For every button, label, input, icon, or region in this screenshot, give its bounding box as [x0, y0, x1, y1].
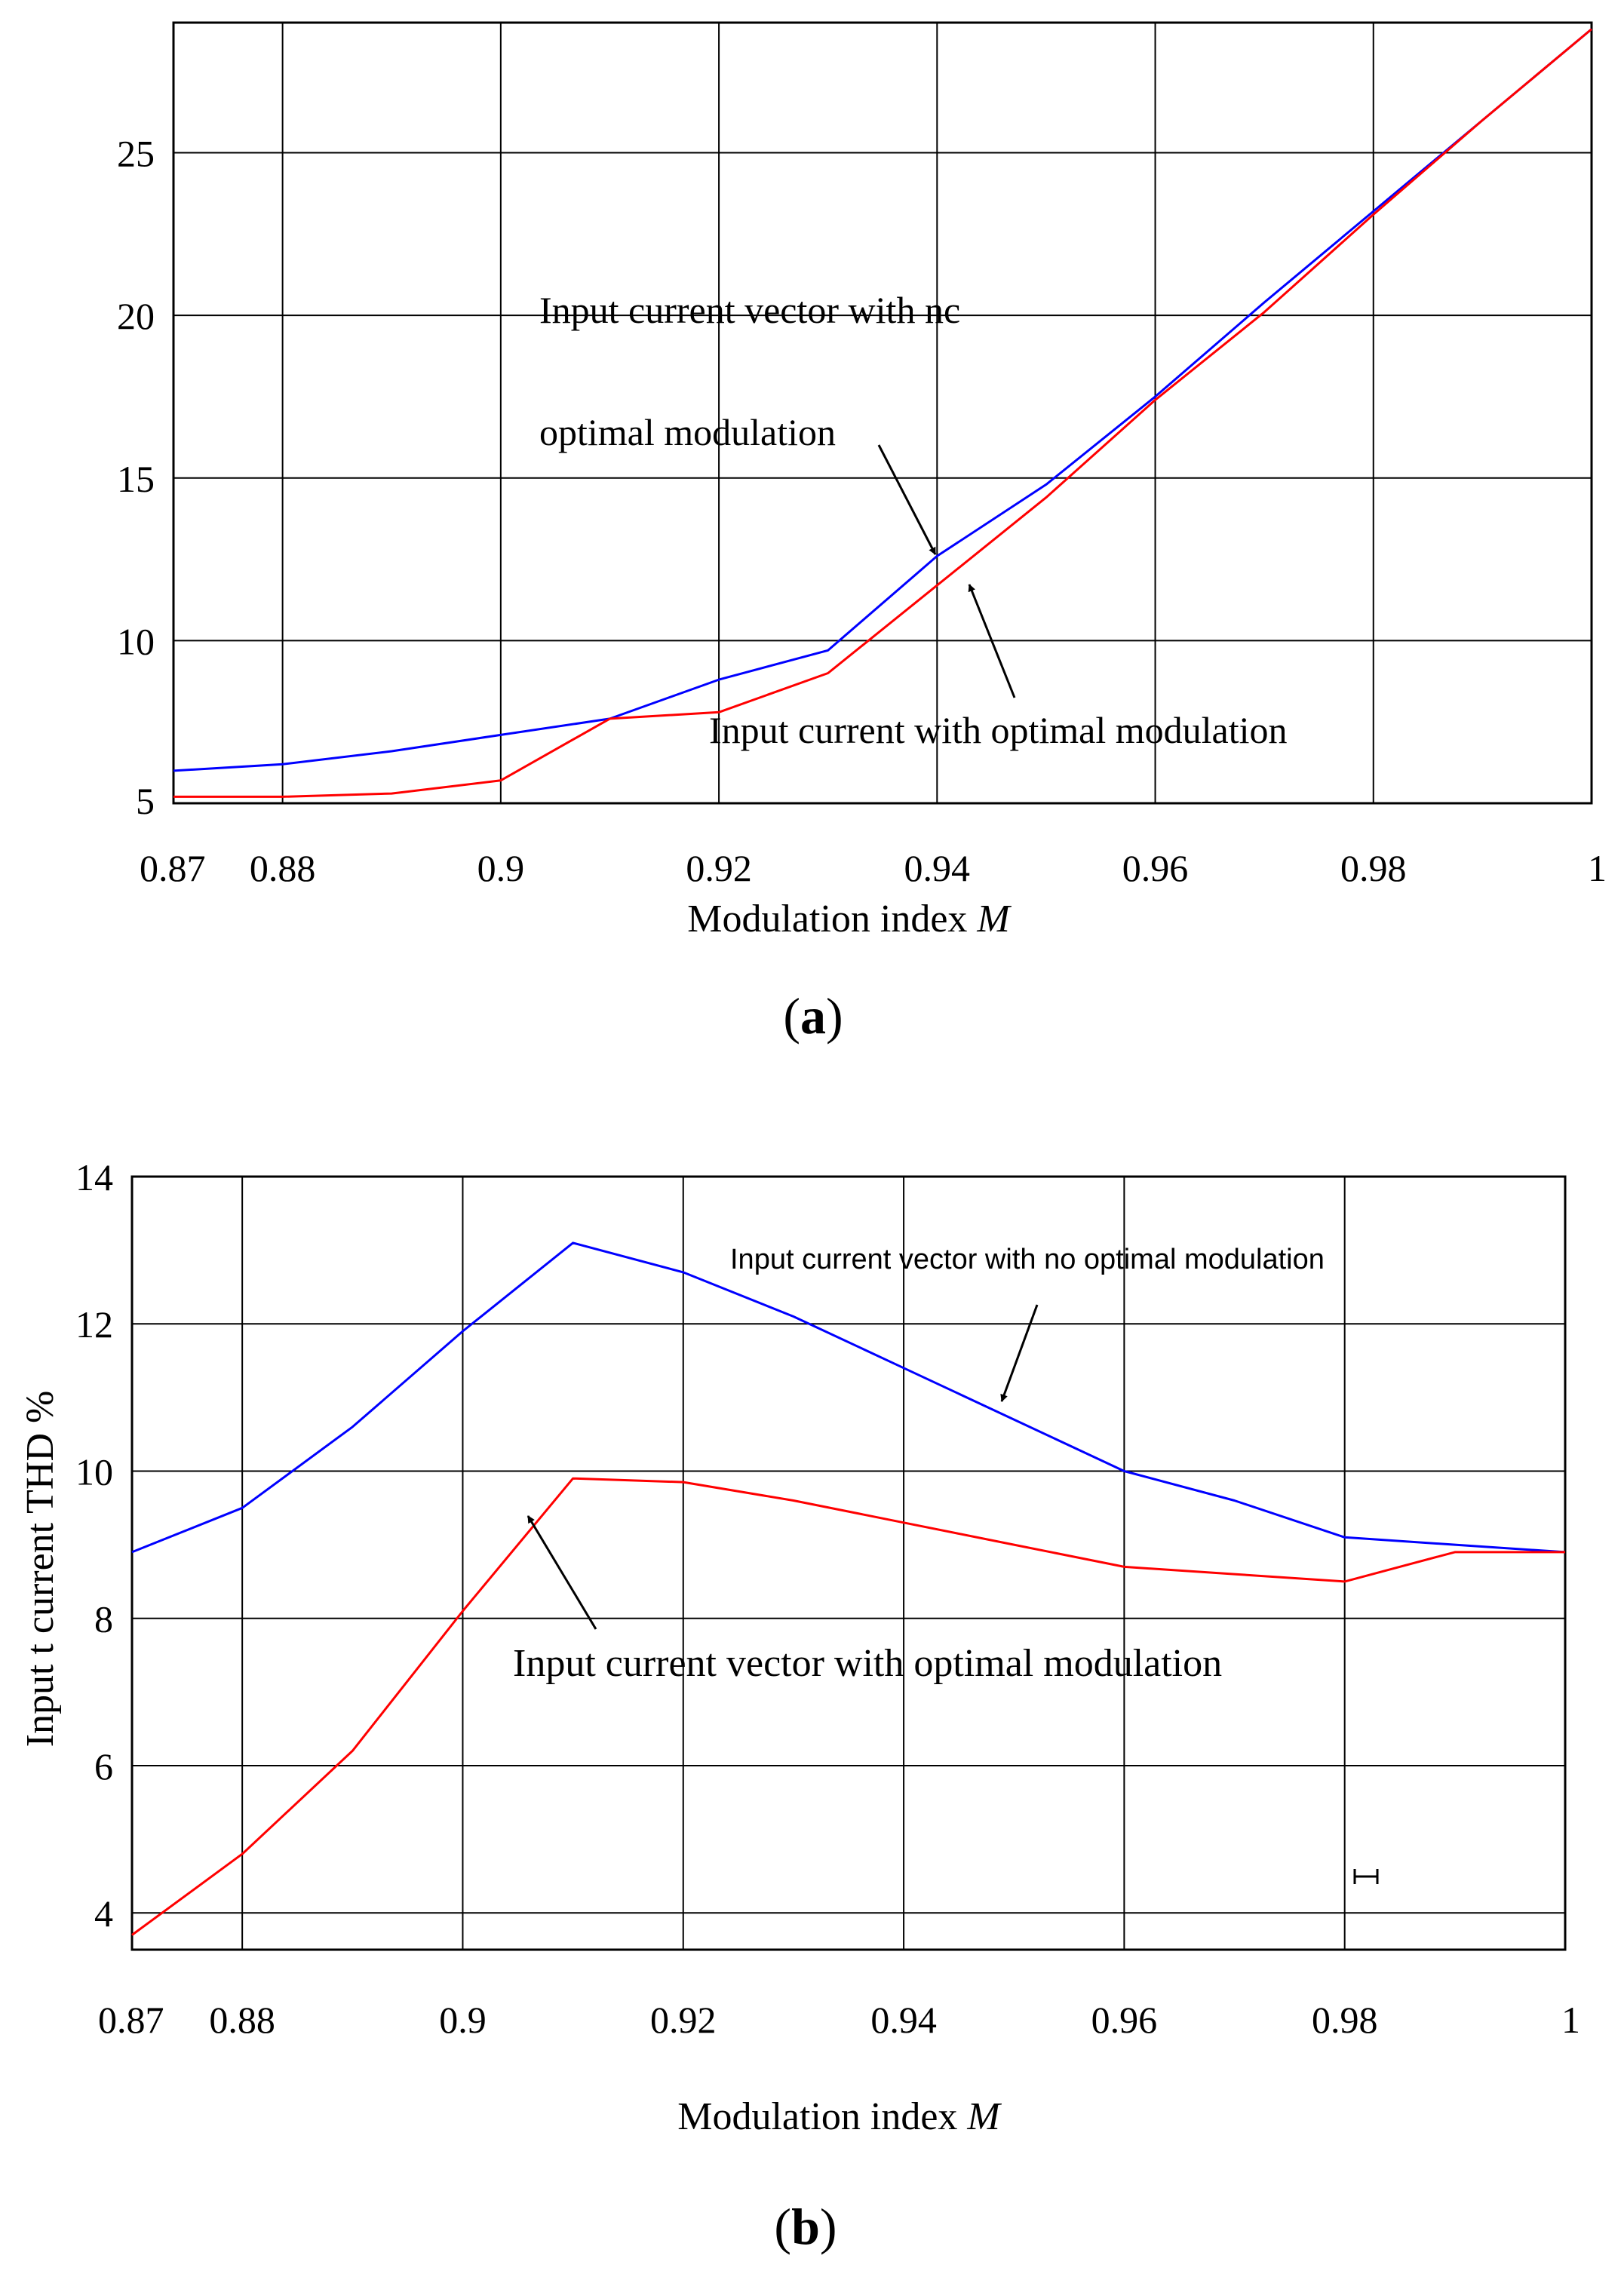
x-tick-label: 0.96 [1091, 1999, 1158, 2041]
x-tick-label: 0.92 [650, 1999, 717, 2041]
plot-frame-b [130, 1175, 1567, 1951]
x-tick-label: 0.92 [686, 847, 752, 889]
x-tick-label: 0.94 [904, 847, 971, 889]
x-tick-label: 0.98 [1312, 1999, 1378, 2041]
y-tick-label: 12 [75, 1303, 113, 1346]
annotation-blue-a-line1: Input current vector with nc [539, 289, 960, 331]
x-axis-label-b: Modulation index M [677, 2095, 1002, 2138]
caption-b: (b) [774, 2198, 837, 2255]
annotation-blue-a-line2: optimal modulation [539, 411, 836, 453]
x-tick-label: 0.87 [98, 1999, 164, 2041]
annotation-red-b: Input current vector with optimal modula… [513, 1642, 1222, 1685]
x-tick-label: 0.88 [250, 847, 316, 889]
series-line-red [131, 1477, 1565, 1936]
series-line-blue [131, 1241, 1566, 1554]
series-line-red [173, 28, 1592, 798]
y-tick-labels-b: 4 6 8 10 12 14 [75, 1156, 113, 1935]
series-a [173, 28, 1592, 798]
x-tick-label: 1 [1588, 847, 1607, 889]
arrow-icon [526, 1515, 597, 1630]
i-beam-cursor-icon [1353, 1869, 1379, 1884]
y-tick-label: 10 [75, 1450, 113, 1493]
y-axis-label-b: Input t current THD % [19, 1391, 62, 1748]
series-line-blue [173, 28, 1592, 772]
x-tick-label: 0.96 [1122, 847, 1189, 889]
y-tick-label: 25 [117, 133, 155, 175]
chart-b: 0.87 0.88 0.9 0.92 0.94 0.96 0.98 1 4 6 8 10 12 14 I… [19, 1156, 1580, 2255]
x-tick-label: 0.87 [140, 847, 206, 889]
x-tick-labels-b: 0.87 0.88 0.9 0.92 0.94 0.96 0.98 1 [98, 1999, 1580, 2041]
x-tick-label: 0.88 [209, 1999, 275, 2041]
y-tick-label: 20 [117, 295, 155, 337]
y-tick-label: 6 [94, 1745, 113, 1788]
y-tick-label: 15 [117, 458, 155, 500]
x-axis-label-a: Modulation index M [687, 898, 1012, 941]
arrow-icon [968, 584, 1016, 698]
grid-b [132, 1177, 1565, 1950]
x-tick-labels-a: 0.87 0.88 0.9 0.92 0.94 0.96 0.98 1 [140, 847, 1607, 889]
annotation-blue-b: Input current vector with no optimal mod… [730, 1244, 1325, 1275]
x-tick-label: 0.9 [477, 847, 525, 889]
x-tick-label: 0.98 [1340, 847, 1407, 889]
caption-a: (a) [783, 987, 843, 1045]
chart-a: 0.87 0.88 0.9 0.92 0.94 0.96 0.98 1 5 10 15 20 25 I… [117, 21, 1607, 1045]
annotation-red-a: Input current with optimal modulation [709, 709, 1288, 751]
y-tick-labels-a: 5 10 15 20 25 [117, 133, 155, 823]
arrow-icon [1000, 1304, 1039, 1402]
series-b [131, 1241, 1566, 1936]
y-tick-label: 14 [75, 1156, 113, 1198]
y-tick-label: 10 [117, 620, 155, 662]
x-tick-label: 0.94 [870, 1999, 937, 2041]
arrow-icon [877, 444, 937, 555]
y-tick-label: 4 [94, 1892, 113, 1935]
plot-frame-a [172, 21, 1593, 805]
y-tick-label: 5 [136, 780, 155, 822]
x-tick-label: 1 [1561, 1999, 1580, 2041]
x-tick-label: 0.9 [439, 1999, 487, 2041]
y-tick-label: 8 [94, 1598, 113, 1640]
grid-a [173, 23, 1592, 803]
